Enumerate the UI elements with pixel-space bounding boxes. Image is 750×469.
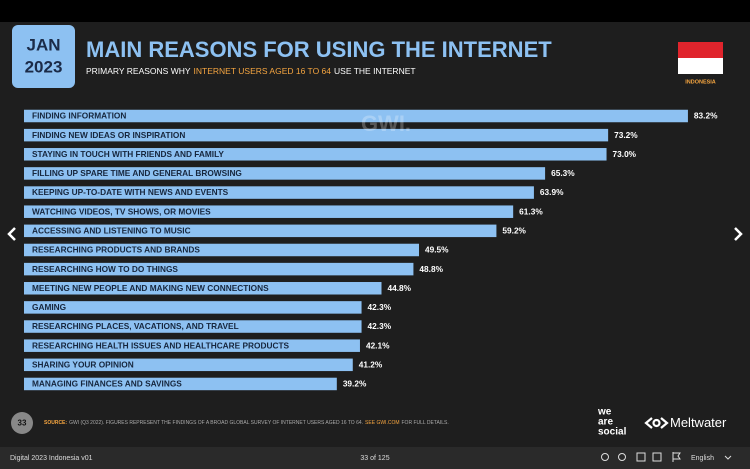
value-label: 48.8%: [419, 264, 443, 274]
next-arrow[interactable]: [734, 227, 743, 241]
prev-arrow[interactable]: [7, 227, 16, 241]
brand-meltwater: Meltwater: [670, 415, 727, 430]
page-number-badge: [11, 412, 33, 434]
category-label: KEEPING UP-TO-DATE WITH NEWS AND EVENTS: [32, 187, 229, 197]
source-link[interactable]: SEE GWI.COM: [365, 420, 399, 426]
flag-red: [678, 42, 723, 58]
value-label: 39.2%: [343, 379, 367, 389]
bar: [24, 128, 609, 142]
bar: [24, 243, 420, 257]
brand-line: social: [598, 427, 627, 438]
value-label: 49.5%: [425, 245, 449, 255]
language-caret[interactable]: [724, 455, 732, 460]
bar: [24, 186, 534, 199]
date-box: [12, 25, 75, 88]
category-label: RESEARCHING HOW TO DO THINGS: [32, 264, 178, 274]
category-label: RESEARCHING HEALTH ISSUES AND HEALTHCARE…: [32, 340, 290, 350]
category-label: SHARING YOUR OPINION: [32, 360, 134, 370]
document-title: Digital 2023 Indonesia v01: [10, 455, 93, 462]
bar: [24, 301, 362, 314]
meltwater-logo-icon: [644, 417, 669, 429]
value-label: 61.3%: [519, 206, 543, 216]
value-label: 59.2%: [502, 226, 526, 236]
source-label: SOURCE:: [44, 420, 67, 426]
viewer-toolbar[interactable]: [601, 452, 681, 462]
category-label: FILLING UP SPARE TIME AND GENERAL BROWSI…: [32, 168, 242, 178]
flag-white: [678, 58, 723, 74]
value-label: 41.2%: [359, 360, 383, 370]
value-label: 42.3%: [368, 302, 392, 312]
subtitle-part: PRIMARY REASONS WHY: [86, 66, 191, 76]
date-month: JAN: [26, 35, 60, 54]
value-label: 44.8%: [388, 283, 412, 293]
source-text: GWI (Q3 2022). FIGURES REPRESENT THE FIN…: [69, 420, 363, 426]
page-indicator: 33 of 125: [360, 455, 389, 462]
bar: [24, 320, 362, 333]
bar: [24, 262, 414, 276]
value-label: 65.3%: [551, 168, 575, 178]
bar: [24, 167, 546, 180]
category-label: FINDING NEW IDEAS OR INSPIRATION: [32, 130, 185, 140]
country-label: INDONESIA: [685, 79, 716, 85]
subtitle-highlight: INTERNET USERS AGED 16 TO 64: [194, 66, 332, 76]
source-note: SOURCE: GWI (Q3 2022). FIGURES REPRESENT …: [44, 420, 449, 426]
brand-line: we: [597, 407, 612, 418]
slide-title: MAIN REASONS FOR USING THE INTERNET: [86, 37, 552, 62]
category-label: RESEARCHING PLACES, VACATIONS, AND TRAVE…: [32, 321, 239, 331]
subtitle-part: USE THE INTERNET: [334, 66, 416, 76]
value-label: 83.2%: [694, 111, 718, 121]
bar-chart: FINDING INFORMATION 83.2% FINDING NEW IDEA…: [24, 109, 718, 391]
category-label: WATCHING VIDEOS, TV SHOWS, OR MOVIES: [32, 206, 211, 216]
category-label: MEETING NEW PEOPLE AND MAKING NEW CONNEC…: [32, 283, 269, 293]
page-number: 33: [18, 419, 27, 428]
category-label: STAYING IN TOUCH WITH FRIENDS AND FAMILY: [32, 149, 224, 159]
bar: [24, 282, 382, 295]
watermark: GWI.: [361, 111, 411, 136]
value-label: 42.1%: [366, 340, 390, 350]
bottom-bar: [0, 447, 750, 469]
source-text: FOR FULL DETAILS.: [402, 420, 449, 426]
bar: [24, 205, 514, 218]
value-label: 42.3%: [368, 321, 392, 331]
category-label: RESEARCHING PRODUCTS AND BRANDS: [32, 245, 200, 255]
date-year: 2023: [25, 57, 63, 76]
brand-line: are: [598, 417, 613, 428]
value-label: 63.9%: [540, 187, 564, 197]
category-label: MANAGING FINANCES AND SAVINGS: [32, 379, 182, 389]
value-label: 73.0%: [613, 149, 637, 159]
category-label: GAMING: [32, 302, 66, 312]
top-bar: [0, 0, 750, 22]
subtitle: PRIMARY REASONS WHY INTERNET USERS AGED 1…: [86, 66, 416, 76]
category-label: FINDING INFORMATION: [32, 111, 126, 121]
bar: [24, 224, 497, 238]
category-label: ACCESSING AND LISTENING TO MUSIC: [32, 226, 191, 236]
bar: [24, 377, 337, 391]
value-label: 73.2%: [614, 130, 638, 140]
language-selector[interactable]: English: [691, 455, 714, 462]
bar: [24, 339, 360, 352]
bar: [24, 148, 607, 161]
bar: [24, 109, 688, 123]
bar: [24, 358, 353, 372]
